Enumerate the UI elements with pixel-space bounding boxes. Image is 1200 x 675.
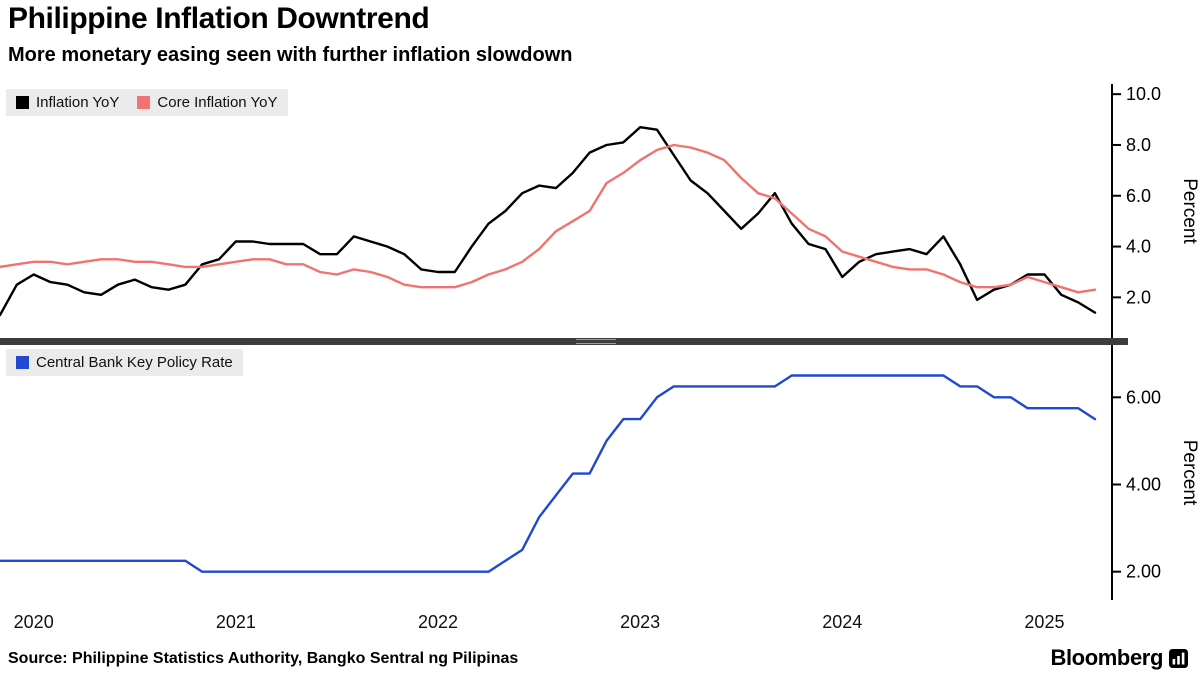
page-subtitle: More monetary easing seen with further i… xyxy=(8,44,573,66)
x-tick-label: 2020 xyxy=(13,612,54,632)
inflation-chart-panel: 10.0 8.0 6.0 4.0 2.0 Percent xyxy=(0,84,1200,338)
y-tick-label: 4.00 xyxy=(1126,474,1161,494)
page-title: Philippine Inflation Downtrend xyxy=(8,2,430,35)
y-tick-label: 4.0 xyxy=(1126,237,1151,257)
x-tick-label: 2022 xyxy=(417,612,459,632)
bloomberg-logo: Bloomberg xyxy=(1050,645,1188,671)
policy-rate-series-swatch xyxy=(16,356,29,369)
y-tick-label: 2.00 xyxy=(1126,562,1161,582)
bloomberg-wordmark: Bloomberg xyxy=(1050,645,1163,670)
series-line xyxy=(0,143,1097,294)
legend-item-inflation: Inflation YoY xyxy=(16,94,119,111)
x-tick-label: 2021 xyxy=(215,612,256,632)
y-axis-title: Percent xyxy=(1179,178,1200,244)
inflation-legend: Inflation YoY Core Inflation YoY xyxy=(6,89,288,116)
divider-drag-handle[interactable] xyxy=(576,339,616,344)
x-tick-label: 2025 xyxy=(1024,612,1065,632)
y-tick-label: 8.0 xyxy=(1126,135,1151,155)
x-tick-label: 2024 xyxy=(822,612,863,632)
legend-item-core-inflation: Core Inflation YoY xyxy=(137,94,278,111)
core-inflation-series-swatch xyxy=(137,96,151,109)
y-tick-label: 6.00 xyxy=(1126,387,1161,407)
legend-label-policy-rate: Central Bank Key Policy Rate xyxy=(36,354,233,371)
y-tick-label: 10.0 xyxy=(1126,84,1161,104)
x-tick-label: 2023 xyxy=(620,612,661,632)
bloomberg-chart-icon xyxy=(1169,648,1188,668)
policy-legend: Central Bank Key Policy Rate xyxy=(6,349,243,376)
x-axis: 2020 2021 2022 2023 2024 2025 xyxy=(0,608,1200,636)
series-line xyxy=(0,374,1097,573)
policy-rate-chart-panel: 6.00 4.00 2.00 Percent xyxy=(0,345,1200,600)
inflation-series-swatch xyxy=(16,96,29,109)
y-tick-label: 2.0 xyxy=(1126,287,1151,307)
legend-label-core-inflation: Core Inflation YoY xyxy=(157,94,278,111)
legend-item-policy-rate: Central Bank Key Policy Rate xyxy=(16,354,233,371)
panel-divider xyxy=(0,338,1128,345)
y-tick-label: 6.0 xyxy=(1126,186,1151,206)
series-line xyxy=(0,126,1097,317)
y-axis-title: Percent xyxy=(1179,440,1200,506)
source-text: Source: Philippine Statistics Authority,… xyxy=(8,650,519,667)
legend-label-inflation: Inflation YoY xyxy=(36,94,120,111)
